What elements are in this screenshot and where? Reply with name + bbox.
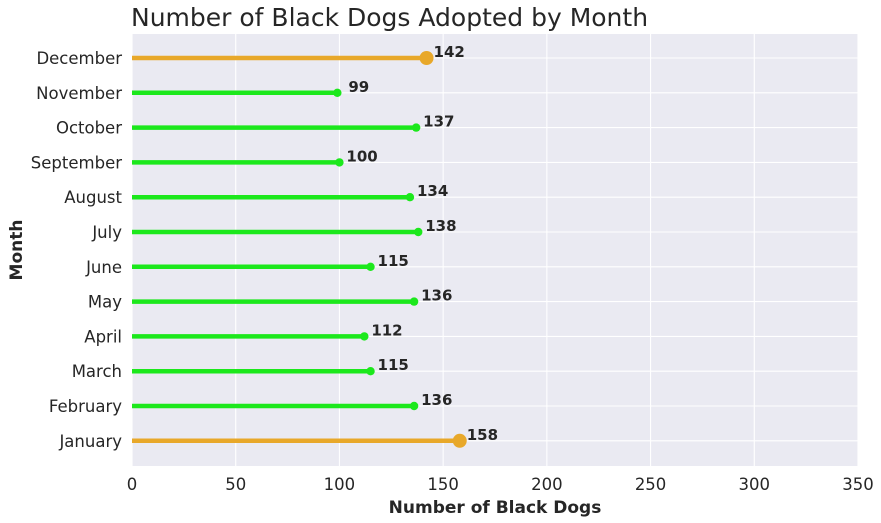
y-tick-label-may: May [88,293,122,312]
x-tick-label: 150 [427,475,459,494]
x-axis-title: Number of Black Dogs [389,498,602,518]
value-label-october: 137 [423,113,454,131]
value-label-may: 136 [421,287,452,305]
x-tick-label: 50 [225,475,246,494]
x-tick-label: 350 [842,475,874,494]
x-tick-label: 250 [635,475,667,494]
marker-october [411,123,421,132]
x-tick-label: 300 [739,475,771,494]
value-label-february: 136 [421,391,452,409]
value-label-december: 142 [434,43,465,61]
lollipop-stems [132,55,460,444]
value-label-march: 115 [378,356,409,374]
marker-august [405,193,415,202]
y-tick-label-september: September [31,153,122,172]
marker-july [414,227,423,237]
y-tick-label-january: January [58,432,122,451]
x-axis-tick-labels: 0 50 100 150 200 250 300 350 [127,475,874,494]
value-label-august: 134 [417,182,448,200]
marker-march [366,367,375,376]
y-tick-label-august: August [64,188,122,207]
marker-september [335,158,344,167]
x-tick-label: 200 [531,475,563,494]
y-tick-label-december: December [36,49,122,68]
value-label-july: 138 [425,217,456,235]
y-tick-label-june: June [85,258,122,277]
y-tick-label-october: October [56,119,122,138]
value-label-april: 112 [371,321,402,339]
value-label-september: 100 [346,147,377,165]
y-tick-label-april: April [84,327,122,346]
chart-title: Number of Black Dogs Adopted by Month [131,3,648,32]
lollipop-markers [333,51,467,448]
value-label-november: 99 [348,78,369,96]
y-axis-tick-labels: January February March April May June July Augu… [31,49,123,451]
marker-may [409,297,419,306]
value-label-january: 158 [467,426,498,444]
x-tick-label: 0 [127,475,138,494]
marker-november [333,88,342,98]
plot-area [132,34,858,466]
y-axis-title: Month [7,220,27,281]
y-tick-label-november: November [36,84,122,103]
marker-june [366,262,375,271]
marker-december [419,51,434,65]
y-tick-label-march: March [72,362,122,381]
value-labels: 158 136 115 112 136 115 138 134 100 137 99 142 [346,43,498,444]
x-tick-label: 100 [324,475,356,494]
marker-february [409,401,419,411]
y-tick-label-july: July [91,223,122,242]
marker-january [452,433,467,448]
marker-april [360,332,369,341]
value-label-june: 115 [378,252,409,270]
y-tick-label-february: February [49,397,122,416]
